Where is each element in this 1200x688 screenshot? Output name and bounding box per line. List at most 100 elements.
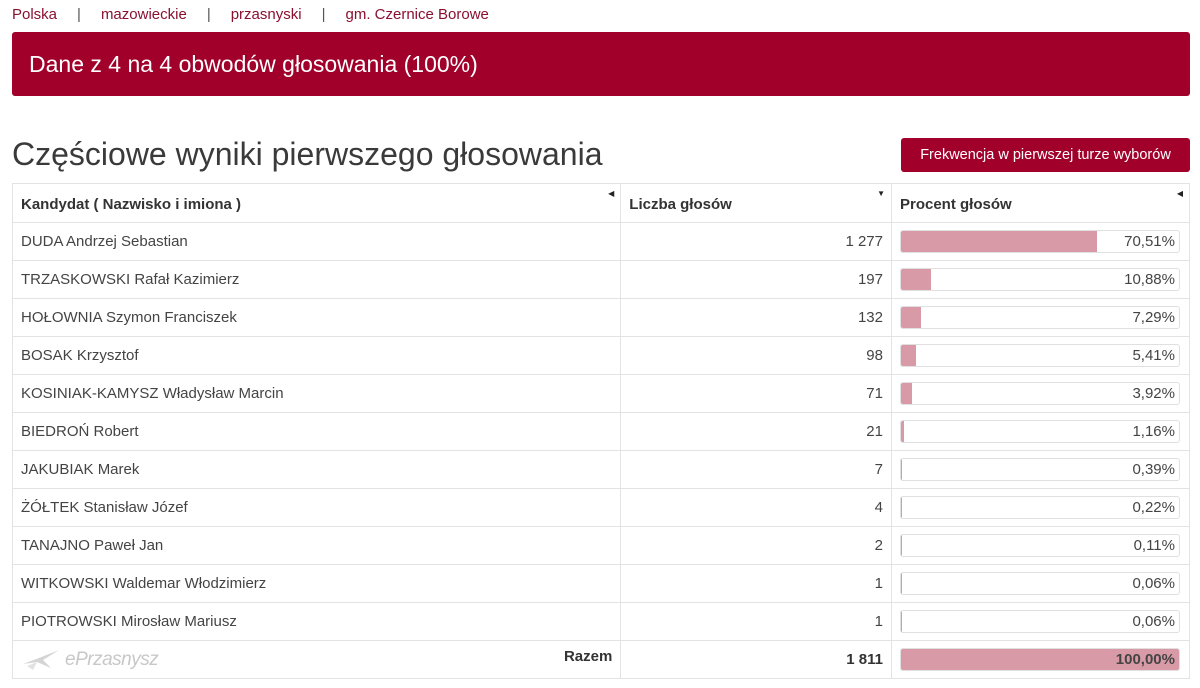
column-header-percent[interactable]: Procent głosów ◀ (890, 183, 1191, 223)
column-header-label: Liczba głosów (629, 196, 732, 213)
candidate-name: KOSINIAK-KAMYSZ Władysław Marcin (11, 374, 622, 413)
percent-cell: 3,92% (890, 374, 1191, 413)
percent-cell: 70,51% (890, 222, 1191, 261)
column-header-label: Procent głosów (899, 196, 1012, 213)
percent-bar-fill (900, 307, 922, 328)
breadcrumb-link-county[interactable]: przasnyski (230, 5, 302, 23)
watermark-text: ePrzasnysz (65, 648, 159, 670)
percent-value: 0,22% (1132, 499, 1175, 516)
table-row: TANAJNO Paweł Jan 2 0,11% (11, 526, 1191, 565)
table-row: BIEDROŃ Robert 21 1,16% (11, 412, 1191, 451)
breadcrumb-link-voivodeship[interactable]: mazowieckie (100, 5, 187, 23)
column-header-votes[interactable]: Liczba głosów ▼ (620, 183, 892, 223)
percent-value: 10,88% (1124, 271, 1175, 288)
percent-bar: 0,39% (899, 458, 1180, 481)
percent-bar: 7,29% (899, 306, 1180, 329)
percent-value: 0,06% (1132, 575, 1175, 592)
percent-value: 0,39% (1132, 461, 1175, 478)
percent-value: 70,51% (1124, 233, 1175, 250)
percent-cell: 1,16% (890, 412, 1191, 451)
column-header-candidate[interactable]: Kandydat ( Nazwisko i imiona ) ◀ (11, 183, 622, 223)
percent-cell: 7,29% (890, 298, 1191, 337)
percent-value: 7,29% (1132, 309, 1175, 326)
percent-bar-fill (900, 497, 902, 518)
vote-count: 1 (620, 564, 892, 603)
percent-cell: 0,39% (890, 450, 1191, 489)
percent-cell: 0,11% (890, 526, 1191, 565)
percent-bar-fill (900, 383, 912, 404)
percent-bar-fill (900, 345, 917, 366)
percent-cell: 0,06% (890, 564, 1191, 603)
breadcrumb-link-country[interactable]: Polska (12, 5, 58, 23)
table-row: DUDA Andrzej Sebastian 1 277 70,51% (11, 222, 1191, 261)
percent-bar: 0,06% (899, 610, 1180, 633)
results-table: Kandydat ( Nazwisko i imiona ) ◀ Liczba … (11, 183, 1191, 679)
total-votes: 1 811 (620, 640, 892, 679)
table-row: PIOTROWSKI Mirosław Mariusz 1 0,06% (11, 602, 1191, 641)
vote-count: 197 (620, 260, 892, 299)
candidate-name: ŻÓŁTEK Stanisław Józef (11, 488, 622, 527)
candidate-name: JAKUBIAK Marek (11, 450, 622, 489)
percent-bar: 70,51% (899, 230, 1180, 253)
candidate-name: TRZASKOWSKI Rafał Kazimierz (11, 260, 622, 299)
percent-bar-fill (900, 421, 905, 442)
table-row: KOSINIAK-KAMYSZ Władysław Marcin 71 3,92… (11, 374, 1191, 413)
vote-count: 71 (620, 374, 892, 413)
breadcrumb: Polska | mazowieckie | przasnyski | gm. … (12, 4, 489, 24)
sort-down-icon[interactable]: ▼ (877, 189, 885, 198)
percent-bar: 0,11% (899, 534, 1180, 557)
watermark-logo: ePrzasnysz (21, 648, 564, 672)
percent-cell: 0,22% (890, 488, 1191, 527)
candidate-name: TANAJNO Paweł Jan (11, 526, 622, 565)
table-header-row: Kandydat ( Nazwisko i imiona ) ◀ Liczba … (11, 183, 1191, 223)
bird-logo-icon (23, 649, 59, 670)
total-percent-value: 100,00% (1115, 651, 1175, 668)
percent-bar: 5,41% (899, 344, 1180, 367)
sort-left-icon[interactable]: ◀ (1176, 189, 1183, 198)
vote-count: 7 (620, 450, 892, 489)
column-header-label: Kandydat ( Nazwisko i imiona ) (21, 196, 242, 213)
table-row: BOSAK Krzysztof 98 5,41% (11, 336, 1191, 375)
vote-count: 1 (620, 602, 892, 641)
sort-left-icon[interactable]: ◀ (608, 189, 615, 198)
percent-bar: 10,88% (899, 268, 1180, 291)
percent-bar-fill (900, 269, 932, 290)
percent-value: 3,92% (1132, 385, 1175, 402)
total-label: Razem (563, 647, 613, 665)
percent-value: 1,16% (1132, 423, 1175, 440)
total-percent-bar: 100,00% (899, 648, 1180, 671)
percent-value: 0,11% (1133, 537, 1175, 554)
total-label-cell: Razem ePrzasnysz (11, 640, 622, 679)
breadcrumb-separator: | (321, 5, 326, 23)
table-row: JAKUBIAK Marek 7 0,39% (11, 450, 1191, 489)
percent-bar-fill (900, 459, 903, 480)
candidate-name: DUDA Andrzej Sebastian (11, 222, 622, 261)
percent-bar: 0,06% (899, 572, 1180, 595)
percent-bar-fill (900, 231, 1097, 252)
table-row: TRZASKOWSKI Rafał Kazimierz 197 10,88% (11, 260, 1191, 299)
candidate-name: PIOTROWSKI Mirosław Mariusz (11, 602, 622, 641)
percent-cell: 10,88% (890, 260, 1191, 299)
percent-value: 0,06% (1132, 613, 1175, 630)
percent-cell: 0,06% (890, 602, 1191, 641)
candidate-name: HOŁOWNIA Szymon Franciszek (11, 298, 622, 337)
vote-count: 2 (620, 526, 892, 565)
percent-value: 5,41% (1132, 347, 1175, 364)
candidate-name: BIEDROŃ Robert (11, 412, 622, 451)
percent-cell: 5,41% (890, 336, 1191, 375)
candidate-name: WITKOWSKI Waldemar Włodzimierz (11, 564, 622, 603)
page-title: Częściowe wyniki pierwszego głosowania (12, 136, 603, 172)
table-row: HOŁOWNIA Szymon Franciszek 132 7,29% (11, 298, 1191, 337)
total-percent-cell: 100,00% (890, 640, 1191, 679)
vote-count: 4 (620, 488, 892, 527)
table-row: ŻÓŁTEK Stanisław Józef 4 0,22% (11, 488, 1191, 527)
data-coverage-text: Dane z 4 na 4 obwodów głosowania (100%) (29, 50, 478, 77)
percent-bar: 0,22% (899, 496, 1180, 519)
breadcrumb-link-commune[interactable]: gm. Czernice Borowe (345, 5, 489, 23)
breadcrumb-separator: | (206, 5, 211, 23)
vote-count: 21 (620, 412, 892, 451)
breadcrumb-separator: | (77, 5, 81, 23)
vote-count: 132 (620, 298, 892, 337)
turnout-button[interactable]: Frekwencja w pierwszej turze wyborów (901, 138, 1190, 172)
total-percent-bar-fill (900, 649, 1179, 670)
